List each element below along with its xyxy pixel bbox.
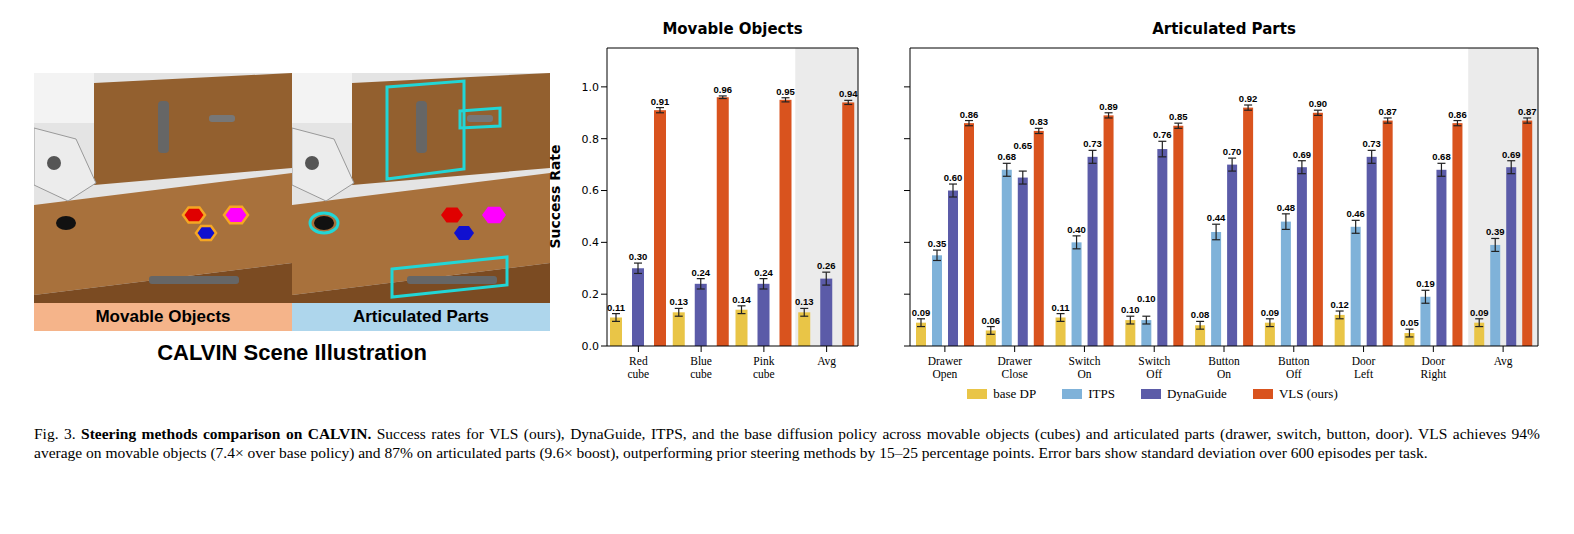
svg-text:0.86: 0.86 — [960, 109, 979, 120]
svg-text:DrawerOpen: DrawerOpen — [928, 355, 963, 381]
svg-text:0.89: 0.89 — [1099, 101, 1118, 112]
svg-text:0.30: 0.30 — [629, 251, 648, 262]
svg-text:Bluecube: Bluecube — [690, 355, 712, 380]
svg-text:0.10: 0.10 — [1137, 293, 1156, 304]
svg-text:0.12: 0.12 — [1330, 299, 1349, 310]
html-text:ITPS: ITPS — [1088, 386, 1115, 401]
svg-text:0.87: 0.87 — [1378, 106, 1397, 117]
svg-text:0.96: 0.96 — [714, 84, 733, 95]
svg-text:0.05: 0.05 — [1400, 317, 1419, 328]
svg-text:DoorRight: DoorRight — [1421, 355, 1447, 381]
svg-text:0.85: 0.85 — [1169, 111, 1188, 122]
svg-text:0.6: 0.6 — [582, 184, 600, 197]
svg-text:0.69: 0.69 — [1293, 149, 1312, 160]
svg-text:0.95: 0.95 — [776, 86, 795, 97]
html-text:Articulated Parts: Articulated Parts — [1152, 20, 1296, 38]
svg-text:0.09: 0.09 — [912, 307, 931, 318]
svg-text:0.10: 0.10 — [1121, 304, 1140, 315]
svg-text:DrawerClose: DrawerClose — [997, 355, 1032, 380]
svg-text:0.73: 0.73 — [1362, 138, 1381, 149]
svg-text:0.83: 0.83 — [1030, 116, 1049, 127]
svg-text:0.11: 0.11 — [1052, 302, 1071, 313]
svg-text:0.90: 0.90 — [1309, 98, 1328, 109]
svg-text:Success Rate: Success Rate — [547, 144, 563, 248]
svg-text:0.68: 0.68 — [998, 151, 1017, 162]
svg-text:0.39: 0.39 — [1486, 226, 1505, 237]
svg-text:0.46: 0.46 — [1346, 208, 1365, 219]
svg-text:0.4: 0.4 — [582, 236, 600, 249]
html-text:base DP: base DP — [993, 386, 1037, 401]
svg-text:0.73: 0.73 — [1083, 138, 1102, 149]
svg-text:0.11: 0.11 — [607, 302, 626, 313]
svg-text:0.60: 0.60 — [944, 172, 963, 183]
svg-text:0.0: 0.0 — [582, 340, 600, 353]
svg-text:0.68: 0.68 — [1432, 151, 1451, 162]
svg-text:0.09: 0.09 — [1470, 307, 1489, 318]
svg-text:0.76: 0.76 — [1153, 129, 1172, 140]
svg-text:Avg: Avg — [817, 355, 836, 368]
svg-text:0.69: 0.69 — [1502, 149, 1521, 160]
html-text:CALVIN Scene Illustration: CALVIN Scene Illustration — [157, 340, 427, 365]
svg-text:0.8: 0.8 — [582, 133, 600, 146]
svg-text:0.86: 0.86 — [1448, 109, 1467, 120]
svg-text:0.40: 0.40 — [1067, 224, 1086, 235]
svg-text:0.13: 0.13 — [670, 296, 689, 307]
svg-text:0.94: 0.94 — [839, 88, 858, 99]
svg-text:DoorLeft: DoorLeft — [1352, 355, 1376, 380]
html-text:Movable Objects: Movable Objects — [95, 307, 231, 326]
svg-text:0.70: 0.70 — [1223, 146, 1242, 157]
html-text:VLS (ours): VLS (ours) — [1278, 386, 1338, 401]
svg-text:0.44: 0.44 — [1207, 212, 1226, 223]
svg-text:0.24: 0.24 — [754, 267, 773, 278]
svg-text:0.92: 0.92 — [1239, 93, 1258, 104]
svg-text:0.65: 0.65 — [1014, 140, 1033, 151]
svg-text:Redcube: Redcube — [628, 355, 650, 380]
svg-text:ButtonOn: ButtonOn — [1208, 355, 1240, 380]
svg-text:0.19: 0.19 — [1416, 278, 1435, 289]
svg-text:SwitchOff: SwitchOff — [1138, 355, 1170, 380]
svg-text:0.06: 0.06 — [982, 315, 1001, 326]
svg-text:0.91: 0.91 — [651, 96, 670, 107]
html-text:Articulated Parts: Articulated Parts — [353, 307, 489, 326]
html-text:Movable Objects: Movable Objects — [662, 20, 803, 38]
html-text:DynaGuide: DynaGuide — [1167, 386, 1227, 401]
svg-text:0.26: 0.26 — [817, 260, 836, 271]
svg-text:1.0: 1.0 — [582, 81, 600, 94]
svg-text:Avg: Avg — [1494, 355, 1513, 368]
svg-text:0.2: 0.2 — [582, 288, 600, 301]
svg-text:0.35: 0.35 — [928, 238, 947, 249]
svg-text:Pinkcube: Pinkcube — [753, 355, 775, 380]
svg-text:0.14: 0.14 — [732, 294, 751, 305]
svg-text:0.87: 0.87 — [1518, 106, 1537, 117]
svg-text:SwitchOn: SwitchOn — [1068, 355, 1100, 380]
svg-text:0.08: 0.08 — [1191, 309, 1210, 320]
svg-text:0.24: 0.24 — [692, 267, 711, 278]
svg-text:ButtonOff: ButtonOff — [1278, 355, 1310, 380]
svg-text:0.48: 0.48 — [1277, 202, 1296, 213]
html-text:Fig. 3. Steering methods compa: Fig. 3. Steering methods comparison on C… — [34, 425, 1540, 461]
svg-text:0.09: 0.09 — [1261, 307, 1280, 318]
svg-text:0.13: 0.13 — [795, 296, 814, 307]
